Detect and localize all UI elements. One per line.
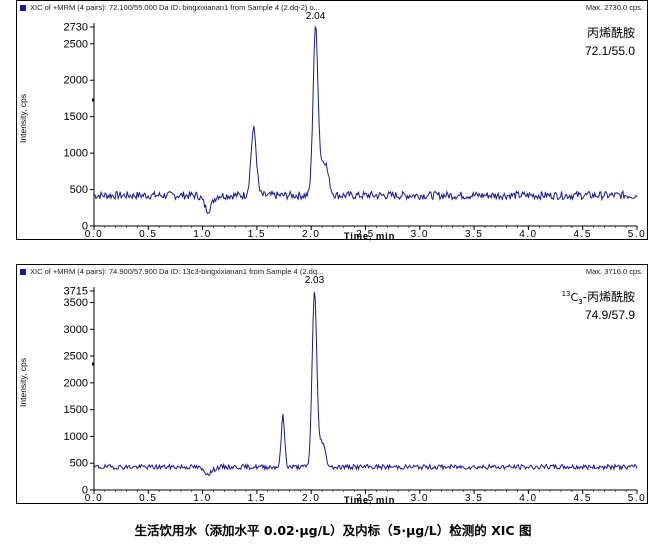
chart-header-text: XIC of +MRM (4 pairs): 74.900/57.900 Da … — [30, 267, 324, 276]
y-tick-label: 2500 — [64, 351, 88, 363]
y-tick-label: 2500 — [64, 38, 88, 50]
y-tick-label: 3500 — [64, 297, 88, 309]
chart-header-text: XIC of +MRM (4 pairs): 72.100/55.000 Da … — [30, 3, 320, 12]
x-tick-label: 2.5 — [356, 229, 374, 240]
x-tick-label: 4.0 — [519, 229, 537, 240]
x-tick-label: 4.5 — [573, 493, 591, 504]
xic-trace-line — [93, 291, 638, 476]
y-tick-label: 1000 — [64, 148, 88, 160]
figure-caption: 生活饮用水（添加水平 0.02·μg/L）及内标（5·μg/L）检测的 XIC … — [134, 523, 532, 538]
chart-panel-bottom: XIC of +MRM (4 pairs): 74.900/57.900 Da … — [16, 264, 648, 505]
x-tick-label: 0.5 — [139, 493, 157, 504]
x-tick-label: 3.5 — [465, 229, 483, 240]
y-tick-label: 2000 — [64, 377, 88, 389]
max-intensity-label: Max. 2730.0 cps. — [585, 3, 643, 12]
axis-marker — [92, 362, 94, 366]
y-tick-label: 500 — [70, 458, 88, 470]
y-axis-label: Intensity, cps — [18, 358, 28, 407]
series-marker-icon — [20, 269, 26, 276]
x-tick-label: 0.0 — [85, 493, 103, 504]
peak-rt-label: 2.03 — [305, 275, 325, 286]
y-tick-label: 1500 — [64, 111, 88, 123]
x-tick-label: 2.0 — [302, 229, 320, 240]
chart-plot-top: 0 500 1000 1500 2000 2500 2730 0.0 0.5 1.0 1.5 2.0 2… — [18, 11, 646, 241]
xic-trace-line — [93, 25, 638, 215]
x-tick-label: 3.0 — [411, 229, 429, 240]
y-tick-label: 500 — [70, 184, 88, 196]
x-tick-label: 0.0 — [85, 229, 103, 240]
y-axis-label: Intensity, cps — [18, 94, 28, 143]
y-tick-label: 2730 — [64, 22, 88, 34]
x-tick-label: 0.5 — [139, 229, 157, 240]
x-tick-label: 3.0 — [411, 493, 429, 504]
y-tick-label: 3715 — [64, 286, 88, 298]
x-tick-label: 2.5 — [356, 493, 374, 504]
x-tick-label: 3.5 — [465, 493, 483, 504]
x-axis-label: Time, min — [344, 231, 395, 241]
x-axis-label: Time, min — [344, 495, 395, 505]
x-tick-label: 2.0 — [302, 493, 320, 504]
x-tick-label: 5.0 — [628, 493, 646, 504]
max-intensity-label: Max. 3716.0 cps. — [585, 267, 643, 276]
x-tick-label: 1.5 — [248, 493, 266, 504]
y-tick-label: 2000 — [64, 75, 88, 87]
chart-header: XIC of +MRM (4 pairs): 74.900/57.900 Da … — [20, 267, 643, 279]
compound-name-label: 丙烯酰胺 — [587, 26, 635, 40]
y-tick-label: 0 — [82, 485, 88, 497]
series-marker-icon — [20, 5, 26, 12]
chart-header: XIC of +MRM (4 pairs): 72.100/55.000 Da … — [20, 3, 643, 15]
x-tick-label: 1.0 — [193, 229, 211, 240]
y-tick-label: 1000 — [64, 431, 88, 443]
compound-name-label: 13C3-丙烯酰胺 — [562, 290, 635, 306]
x-tick-label: 4.0 — [519, 493, 537, 504]
transition-label: 74.9/57.9 — [585, 308, 635, 322]
y-tick-label: 0 — [82, 221, 88, 233]
transition-label: 72.1/55.0 — [585, 44, 635, 58]
chart-panel-top: XIC of +MRM (4 pairs): 72.100/55.000 Da … — [16, 0, 648, 241]
axis-marker — [92, 98, 94, 102]
x-tick-label: 5.0 — [628, 229, 646, 240]
x-tick-label: 1.5 — [248, 229, 266, 240]
x-tick-label: 4.5 — [573, 229, 591, 240]
y-tick-label: 1500 — [64, 404, 88, 416]
x-tick-label: 1.0 — [193, 493, 211, 504]
y-tick-label: 3000 — [64, 324, 88, 336]
peak-rt-label: 2.04 — [306, 11, 326, 22]
